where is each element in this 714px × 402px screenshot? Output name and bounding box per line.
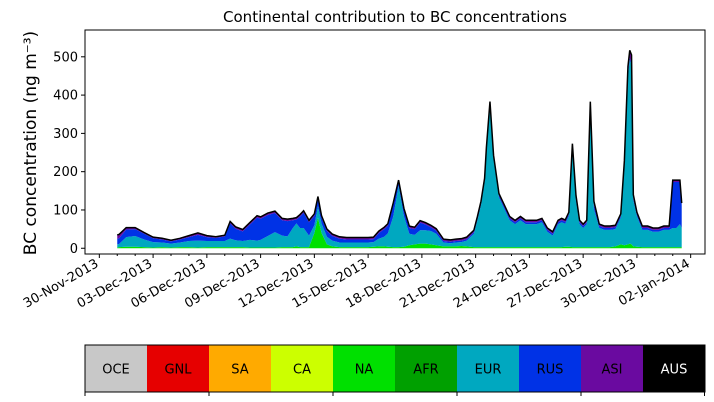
legend-label-aus: AUS [661,363,688,378]
y-tick-label: 400 [53,89,78,104]
y-tick-label: 300 [53,127,78,142]
legend-swatch-aus [643,345,706,392]
y-tick-label: 100 [53,203,78,218]
stacked-areas [117,50,682,249]
y-tick-label: 500 [53,50,78,65]
legend-label-na: NA [355,363,374,378]
legend-label-oce: OCE [102,363,130,378]
legend-frame [84,344,706,393]
y-tick-label: 0 [70,242,78,257]
chart-title: Continental contribution to BC concentra… [223,8,567,26]
area-eur [117,59,682,248]
legend-label-afr: AFR [413,363,438,378]
area-na [117,217,682,249]
legend-swatch-gnl [147,345,210,392]
legend-swatch-oce [85,345,148,392]
legend-label-rus: RUS [537,363,564,378]
legend-swatch-eur [457,345,520,392]
legend-label-ca: CA [293,363,311,378]
legend-label-asi: ASI [602,363,623,378]
legend-swatch-asi [581,345,644,392]
legend-swatch-rus [519,345,582,392]
legend-label-gnl: GNL [164,363,192,378]
axes-frame [84,29,706,255]
legend: OCE GNL SA CA NA AFR EUR RUS ASI AUS [84,344,706,396]
legend-swatch-ca [271,345,334,392]
legend-swatch-na [333,345,396,392]
plot-area: 010020030040050030-Nov-201303-Dec-201306… [21,29,706,312]
y-tick-label: 200 [53,165,78,180]
legend-label-sa: SA [231,363,248,378]
legend-swatch-sa [209,345,272,392]
legend-label-eur: EUR [475,363,502,378]
legend-swatch-afr [395,345,458,392]
total-line [117,50,683,241]
y-axis-label: BC concentration (ng m⁻³) [21,31,41,255]
